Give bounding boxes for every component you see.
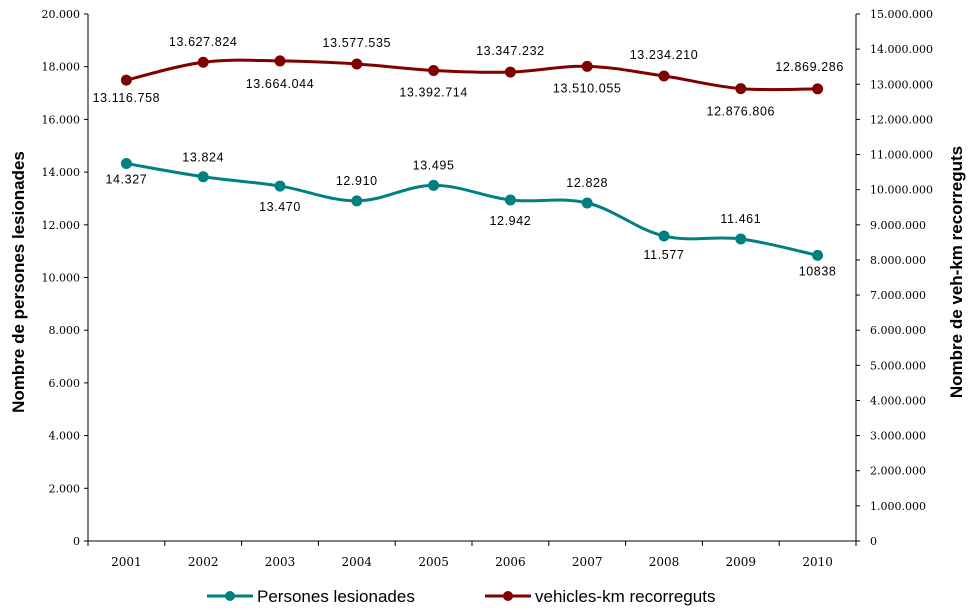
x-tick-label: 2008 [649, 555, 680, 569]
data-label: 13.470 [259, 200, 301, 214]
series-persones: 14.327 13.824 13.470 12.910 13.495 12.942 12.8… [105, 151, 837, 279]
data-label: 13.627.824 [169, 35, 238, 49]
left-tick-label: 0 [73, 535, 80, 548]
data-label: 12.876.806 [707, 105, 776, 119]
left-tick-label: 12.000 [42, 219, 81, 232]
data-point [658, 230, 670, 242]
data-label: 14.327 [105, 172, 147, 186]
data-label: 13.347.232 [476, 44, 545, 58]
data-label: 13.392.714 [399, 85, 468, 99]
right-tick-label: 12.000.000 [870, 113, 933, 126]
right-tick-label: 8.000.000 [870, 254, 926, 267]
data-label: 12.828 [566, 176, 608, 190]
x-tick-label: 2001 [111, 555, 142, 569]
right-axis-ticks: 0 1.000.000 2.000.000 3.000.000 4.000.000 5.0… [856, 8, 933, 548]
right-tick-label: 7.000.000 [870, 289, 926, 302]
x-tick-label: 2006 [495, 555, 526, 569]
data-point [274, 55, 286, 67]
series-line [126, 162, 818, 257]
legend-item-persones: Persones lesionades [207, 587, 415, 606]
legend-label-persones: Persones lesionades [257, 587, 415, 606]
data-label: 12.942 [489, 214, 531, 228]
data-point [581, 197, 593, 209]
data-label: 10838 [799, 264, 837, 278]
legend: Persones lesionades vehicles-km recorreg… [207, 587, 715, 606]
data-label: 13.577.535 [323, 36, 392, 50]
right-tick-label: 5.000.000 [870, 359, 926, 372]
left-tick-label: 6.000 [49, 377, 81, 390]
data-label: 11.577 [644, 248, 685, 262]
right-tick-label: 6.000.000 [870, 324, 926, 337]
x-axis-ticks: 2001 2002 2003 2004 2005 2006 2007 2008 2009 2010 [87, 541, 857, 569]
data-point [812, 249, 824, 261]
legend-label-vehicles: vehicles-km recorreguts [535, 587, 715, 606]
data-point [274, 180, 286, 192]
left-tick-label: 10.000 [42, 272, 81, 285]
right-tick-label: 13.000.000 [870, 78, 933, 91]
legend-item-vehicles: vehicles-km recorreguts [485, 587, 715, 606]
legend-swatch-persones-marker [225, 591, 235, 601]
left-tick-label: 18.000 [42, 61, 81, 74]
right-tick-label: 11.000.000 [870, 149, 933, 162]
left-tick-label: 4.000 [49, 430, 81, 443]
data-label: 13.664.044 [246, 77, 315, 91]
right-tick-label: 15.000.000 [870, 8, 933, 21]
right-tick-label: 3.000.000 [870, 430, 926, 443]
data-point [197, 56, 209, 68]
left-tick-label: 14.000 [42, 166, 81, 179]
x-tick-label: 2007 [572, 555, 603, 569]
left-tick-label: 2.000 [49, 482, 81, 495]
data-point [581, 60, 593, 72]
series-vehicles: 13.116.758 13.627.824 13.664.044 13.577.535… [93, 35, 844, 118]
left-axis-title: Nombre de persones lesionades [9, 151, 28, 413]
data-label: 13.824 [182, 151, 224, 165]
series-group: 14.327 13.824 13.470 12.910 13.495 12.942 12.8… [93, 35, 844, 278]
series-line [126, 58, 818, 92]
right-tick-label: 2.000.000 [870, 465, 926, 478]
data-point [658, 70, 670, 82]
data-point [735, 83, 747, 95]
x-tick-label: 2009 [726, 555, 757, 569]
data-point [735, 233, 747, 245]
data-point [351, 58, 363, 70]
data-label: 12.869.286 [775, 60, 844, 74]
data-label: 13.234.210 [630, 48, 699, 62]
x-tick-label: 2010 [802, 555, 833, 569]
right-tick-label: 1.000.000 [870, 500, 926, 513]
right-tick-label: 9.000.000 [870, 219, 926, 232]
x-tick-label: 2004 [342, 555, 373, 569]
data-point [812, 83, 824, 95]
left-tick-label: 16.000 [42, 113, 81, 126]
x-tick-label: 2005 [418, 555, 449, 569]
right-axis-title: Nombre de veh-km recorreguts [947, 146, 966, 398]
right-tick-label: 10.000.000 [870, 184, 933, 197]
data-point [197, 171, 209, 183]
left-tick-label: 8.000 [49, 324, 81, 337]
data-point [351, 195, 363, 207]
data-point [428, 64, 440, 76]
data-point [428, 179, 440, 191]
data-point [120, 157, 132, 169]
right-tick-label: 14.000.000 [870, 43, 933, 56]
data-label: 13.116.758 [93, 91, 161, 105]
data-label: 13.510.055 [553, 81, 622, 95]
data-point [504, 194, 516, 206]
data-point [504, 66, 516, 78]
left-tick-label: 20.000 [42, 8, 81, 21]
left-axis-ticks: 0 2.000 4.000 6.000 8.000 10.000 12.000 14.000 1… [42, 8, 88, 548]
x-tick-label: 2003 [265, 555, 296, 569]
data-label: 12.910 [336, 174, 378, 188]
right-tick-label: 0 [870, 535, 877, 548]
right-tick-label: 4.000.000 [870, 394, 926, 407]
x-tick-label: 2002 [188, 555, 219, 569]
legend-swatch-vehicles-marker [503, 591, 513, 601]
data-label: 13.495 [413, 158, 455, 172]
data-label: 11.461 [720, 212, 761, 226]
data-point [120, 74, 132, 86]
